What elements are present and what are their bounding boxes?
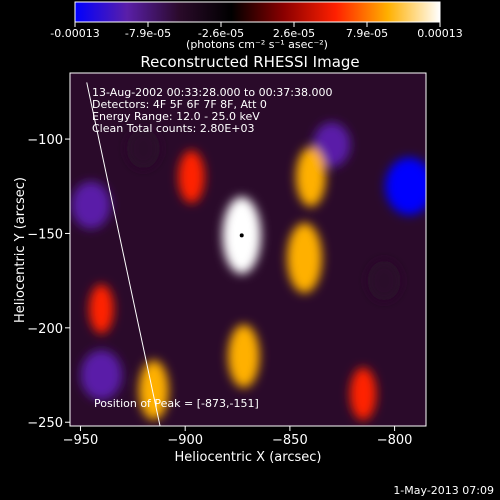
colorbar [74,1,441,23]
colorbar-ticks: -0.00013 -7.9e-05 -2.6e-05 2.6e-05 7.9e-05 0.… [50,22,463,40]
y-tick-label: −200 [27,322,63,337]
annotation-energy-range: Energy Range: 12.0 - 25.0 keV [92,110,260,123]
colorbar-unit-label: (photons cm⁻² s⁻¹ asec⁻²) [186,38,328,51]
x-tick-label: −800 [377,433,413,448]
y-tick-label: −100 [27,133,63,148]
peak-marker [239,233,244,238]
heatmap-image [71,82,426,426]
colorbar-tick-label: 7.9e-05 [346,27,388,40]
dark-source [367,260,401,301]
footer-timestamp: 1-May-2013 07:09 [393,484,494,497]
plot-frame [69,72,427,427]
bright-source [350,367,377,421]
bright-source [138,360,169,420]
chart-title: Reconstructed RHESSI Image [140,53,359,71]
x-tick-label: −900 [167,433,203,448]
dark-source [80,350,123,400]
bright-source [228,324,260,388]
colorbar-tick-label: -2.6e-05 [198,27,244,40]
x-axis: −950 −900 −850 −800 [63,426,413,448]
annotation-clean-counts: Clean Total counts: 2.80E+03 [92,122,255,135]
bright-source [89,284,114,334]
bright-source [287,223,323,293]
solar-limb-line [86,82,161,426]
dark-source [126,128,160,169]
x-axis-label: Heliocentric X (arcsec) [175,450,322,465]
colorbar-tick-label: 0.00013 [417,27,463,40]
colorbar-tick-label: -7.9e-05 [125,27,171,40]
colorbar-tick-label: -0.00013 [50,27,99,40]
annotation-detectors: Detectors: 4F 5F 6F 7F 8F, Att 0 [92,98,267,111]
peak-position-label: Position of Peak = [-873,-151] [94,397,259,410]
bright-source [178,150,205,204]
dark-source [385,157,426,216]
bright-source [295,147,326,207]
colorbar-tick-label: 2.6e-05 [273,27,315,40]
dark-source [313,122,351,168]
annotation-block: 13-Aug-2002 00:33:28.000 to 00:37:38.000… [92,86,333,135]
y-axis: −100 −150 −200 −250 [27,133,70,431]
y-axis-label: Heliocentric Y (arcsec) [13,177,28,323]
x-tick-label: −950 [63,433,99,448]
annotation-time-range: 13-Aug-2002 00:33:28.000 to 00:37:38.000 [92,86,333,99]
y-tick-label: −150 [27,227,63,242]
y-tick-label: −250 [27,416,63,431]
x-tick-label: −850 [272,433,308,448]
dark-source [71,181,111,229]
